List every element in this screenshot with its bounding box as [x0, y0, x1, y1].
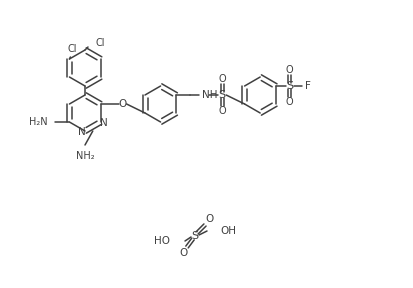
Text: Cl: Cl — [68, 44, 77, 54]
Text: F: F — [305, 81, 311, 91]
Text: N: N — [100, 118, 107, 128]
Text: O: O — [286, 65, 294, 75]
Text: S: S — [192, 231, 199, 241]
Text: Cl: Cl — [95, 38, 105, 48]
Text: S: S — [218, 90, 226, 100]
Text: O: O — [286, 97, 294, 107]
Text: O: O — [205, 214, 213, 224]
Text: S: S — [286, 81, 293, 91]
Text: NH: NH — [202, 90, 218, 100]
Text: OH: OH — [220, 226, 236, 236]
Text: H₂N: H₂N — [29, 117, 47, 127]
Text: O: O — [179, 248, 187, 258]
Text: N: N — [78, 127, 86, 137]
Text: NH₂: NH₂ — [76, 151, 94, 161]
Text: HO: HO — [154, 236, 170, 246]
Text: O: O — [218, 106, 226, 116]
Text: O: O — [218, 74, 226, 84]
Text: O: O — [119, 99, 127, 109]
